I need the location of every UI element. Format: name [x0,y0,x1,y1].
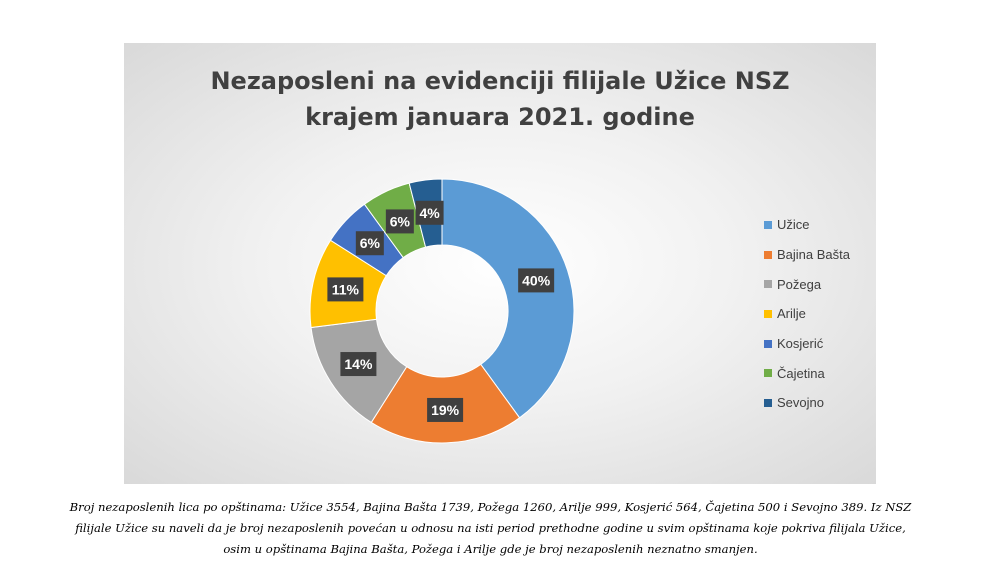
data-label-cajetina: 6% [385,209,414,234]
legend-label: Užice [777,217,810,233]
caption-line-3: osim u opštinama Bajina Bašta, Požega i … [223,542,758,556]
legend-swatch [764,220,772,229]
caption-line-1: Broj nezaposlenih lica po opštinama: Uži… [69,500,912,514]
legend-label: Arilje [777,306,806,322]
legend-label: Čajetina [777,365,825,381]
chart-title-line-2: krajem januara 2021. godine [305,103,695,131]
data-label-arilje: 11% [327,277,364,302]
legend-item-kosjeric: Kosjerić [764,329,868,359]
data-label-bajina-basta: 19% [427,397,464,422]
data-label-box [415,200,444,225]
data-label-text: 6% [360,235,381,251]
chart-legend: Užice Bajina Bašta Požega Arilje Kosjerić Čaj… [764,210,868,418]
data-label-pozega: 14% [340,352,377,377]
data-label-text: 11% [332,281,360,297]
legend-swatch [764,339,772,348]
legend-swatch [764,309,772,318]
data-label-box [427,397,464,422]
legend-item-arilje: Arilje [764,299,868,329]
legend-label: Kosjerić [777,336,824,352]
legend-label: Bajina Bašta [777,247,850,263]
donut-chart: 40% 19% 14% 11% 6% 6% 4% [309,178,575,444]
data-label-kosjeric: 6% [355,231,384,256]
data-label-box [355,231,384,256]
legend-swatch [764,250,772,259]
data-label-text: 6% [390,213,411,229]
slice-uzice [441,178,575,419]
legend-item-sevojno: Sevojno [764,388,868,418]
data-label-text: 4% [419,205,440,221]
legend-swatch [764,398,772,407]
chart-title: Nezaposleni na evidenciji filijale Užice… [124,63,876,135]
data-label-text: 14% [344,356,373,372]
legend-label: Požega [777,276,822,292]
data-label-box [385,209,414,234]
data-label-box [327,277,364,302]
data-label-text: 40% [522,272,551,288]
legend-item-bajina-basta: Bajina Bašta [764,240,868,270]
legend-item-pozega: Požega [764,269,868,299]
legend-label: Sevojno [777,395,824,411]
caption: Broj nezaposlenih lica po opštinama: Uži… [0,497,981,560]
legend-swatch [764,280,772,289]
legend-item-uzice: Užice [764,210,868,240]
caption-line-2: filijale Užice su naveli da je broj neza… [75,521,906,535]
data-label-box [518,268,555,293]
legend-swatch [764,369,772,378]
legend-item-cajetina: Čajetina [764,358,868,388]
chart-title-line-1: Nezaposleni na evidenciji filijale Užice… [210,67,790,95]
data-label-sevojno: 4% [415,200,444,225]
chart-area: Nezaposleni na evidenciji filijale Užice… [124,43,876,484]
data-label-uzice: 40% [518,268,555,293]
data-label-text: 19% [431,402,460,418]
data-label-box [340,352,377,377]
